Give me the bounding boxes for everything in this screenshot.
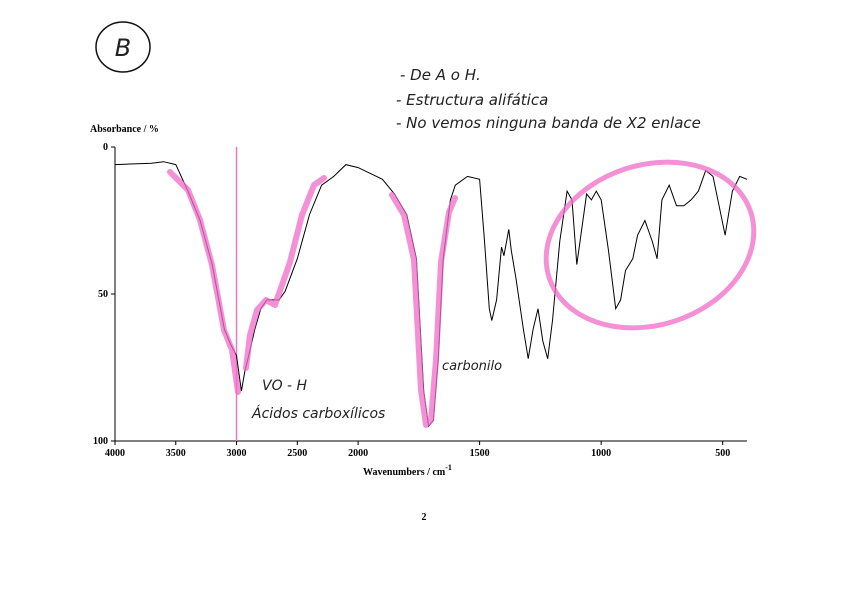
x-tick-label: 1000 — [591, 448, 611, 459]
highlights — [167, 159, 757, 428]
x-tick-label: 500 — [715, 448, 730, 459]
section-label: B — [115, 34, 131, 62]
annotation: carbonilo — [442, 359, 502, 374]
note: - Estructura alifática — [396, 91, 548, 109]
annotation: Ácidos carboxílicos — [251, 405, 385, 422]
annotation: VO - H — [262, 378, 308, 394]
page-number: 2 — [422, 512, 427, 523]
y-tick-label: 100 — [93, 436, 108, 447]
y-tick-label: 0 — [103, 142, 108, 153]
x-tick-label: 1500 — [470, 448, 490, 459]
x-tick-label: 3000 — [227, 448, 247, 459]
x-axis-label: Wavenumbers / cm-1 — [363, 463, 452, 478]
highlight — [389, 192, 458, 428]
x-axis-label-text: Wavenumbers / cm — [363, 467, 446, 478]
note: - De A o H. — [400, 66, 481, 84]
y-axis-label: Absorbance / % — [90, 124, 159, 135]
note: - No vemos ninguna banda de X2 enlace — [396, 114, 701, 132]
highlight — [243, 175, 327, 371]
x-axis-label-exponent: -1 — [445, 463, 452, 472]
highlight-ellipse — [543, 159, 757, 331]
highlight — [167, 169, 241, 395]
x-tick-label: 4000 — [105, 448, 125, 459]
x-tick-label: 2500 — [287, 448, 307, 459]
x-tick-label: 2000 — [348, 448, 368, 459]
circle-mark — [95, 21, 151, 73]
x-tick-label: 3500 — [166, 448, 186, 459]
y-tick-label: 50 — [98, 289, 108, 300]
